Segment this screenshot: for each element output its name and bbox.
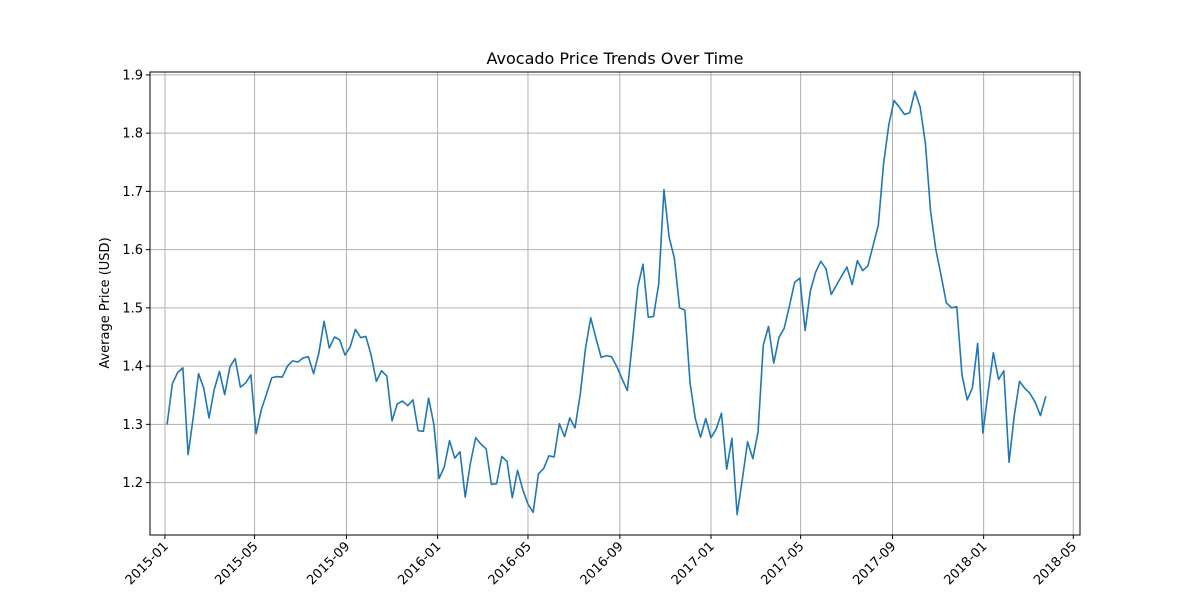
series-layer xyxy=(166,90,1047,516)
y-tick-label: 1.3 xyxy=(122,418,143,433)
y-tick-label: 1.6 xyxy=(122,243,143,258)
x-tick-label: 2016-09 xyxy=(578,539,627,588)
x-tick-label: 2017-09 xyxy=(850,539,899,588)
x-tick-label: 2015-01 xyxy=(123,539,172,588)
y-tick-label: 1.9 xyxy=(122,68,143,83)
x-tick-label: 2016-01 xyxy=(395,539,444,588)
x-tick-label: 2017-01 xyxy=(669,539,718,588)
y-tick-label: 1.2 xyxy=(122,476,143,491)
x-tick-label: 2017-05 xyxy=(758,539,807,588)
series-line xyxy=(166,90,1047,516)
x-tick-label: 2016-05 xyxy=(486,539,535,588)
tick-layer: 1.2 1.3 1.4 1.5 1.6 1.7 1.8 1.9 2015-01 2015-05 20… xyxy=(122,68,1080,588)
x-tick-label: 2018-05 xyxy=(1031,539,1080,588)
x-tick-label: 2018-01 xyxy=(941,539,990,588)
grid-layer xyxy=(150,72,1080,535)
y-tick-label: 1.5 xyxy=(122,301,143,316)
plot-frame xyxy=(149,71,1081,536)
y-axis-label: Average Price (USD) xyxy=(98,237,113,368)
x-tick-label: 2015-09 xyxy=(304,539,353,588)
chart-title: Avocado Price Trends Over Time xyxy=(487,49,744,68)
y-tick-label: 1.7 xyxy=(122,185,143,200)
x-tick-label: 2015-05 xyxy=(212,539,261,588)
y-tick-label: 1.8 xyxy=(122,127,143,142)
y-tick-label: 1.4 xyxy=(122,360,143,375)
